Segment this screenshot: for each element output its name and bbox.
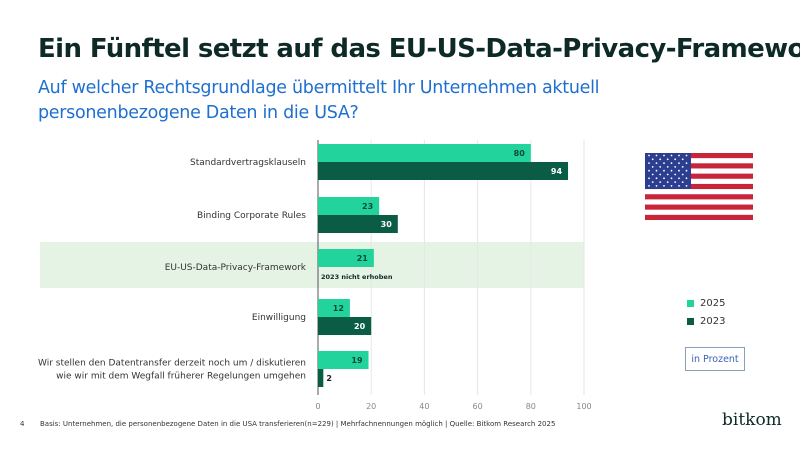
category-label: Binding Corporate Rules [197, 211, 306, 221]
legend-item-2025: 2025 [687, 298, 725, 309]
bar-2025 [318, 299, 350, 317]
bar-2023 [318, 162, 569, 180]
bar-2025 [318, 351, 369, 369]
x-tick-label: 60 [473, 402, 483, 411]
bar-2025 [318, 249, 374, 267]
x-tick-label: 40 [419, 402, 429, 411]
legend-swatch [687, 318, 694, 325]
data-label: 23 [362, 202, 373, 211]
annotation: 2023 nicht erhoben [321, 273, 393, 281]
data-label: 80 [514, 149, 526, 158]
data-label: 30 [381, 220, 393, 229]
data-label: 19 [351, 356, 363, 365]
data-label: 20 [354, 322, 366, 331]
bar-2025 [318, 197, 380, 215]
unit-label: in Prozent [685, 347, 745, 371]
category-label: wie wir mit dem Wegfall früherer Regelun… [56, 372, 306, 382]
bitkom-logo: bitkom [722, 410, 782, 430]
x-tick-label: 80 [526, 402, 536, 411]
x-tick-label: 0 [315, 402, 320, 411]
category-label: Einwilligung [252, 313, 306, 323]
bar-2025 [318, 144, 531, 162]
bar-2023 [318, 317, 372, 335]
x-tick-label: 20 [366, 402, 376, 411]
usa-flag-icon [645, 153, 753, 220]
highlight-band [40, 242, 584, 288]
category-label: Standardvertragsklauseln [190, 158, 306, 168]
bar-2023 [318, 369, 324, 387]
bar-2023 [318, 215, 398, 233]
data-label: 21 [357, 254, 369, 263]
data-label: 94 [551, 167, 563, 176]
legend-label: 2023 [700, 316, 726, 327]
legend-swatch [687, 300, 694, 307]
category-label: Wir stellen den Datentransfer derzeit no… [38, 359, 306, 369]
footer-source: Basis: Unternehmen, die personenbezogene… [40, 420, 556, 428]
page-number: 4 [20, 420, 25, 428]
page-title: Ein Fünftel setzt auf das EU-US-Data-Pri… [38, 34, 800, 64]
data-label: 12 [333, 304, 344, 313]
data-label: 2 [326, 374, 332, 383]
legend-label: 2025 [700, 298, 726, 309]
page-subtitle: Auf welcher Rechtsgrundlage übermittelt … [38, 78, 600, 123]
category-label: EU-US-Data-Privacy-Framework [165, 263, 307, 273]
x-tick-label: 100 [576, 402, 591, 411]
legend-item-2023: 2023 [687, 316, 725, 327]
